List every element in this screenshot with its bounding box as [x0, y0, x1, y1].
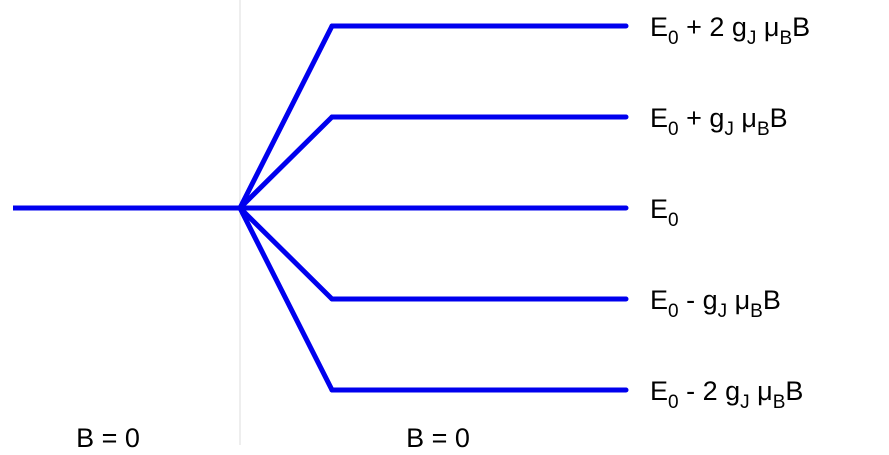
- level-zero-label: E0: [650, 194, 679, 231]
- level-plus-2-label-base-sub: 0: [668, 28, 679, 49]
- level-plus-1-label-base: E: [650, 103, 668, 133]
- level-minus-1-label-mu-sub: B: [750, 301, 763, 322]
- level-minus-2-label-base-sub: 0: [668, 392, 679, 413]
- level-minus-2-label-mu: μ: [750, 376, 773, 406]
- level-plus-1-label-mu: μ: [734, 103, 757, 133]
- split-levels: [237, 23, 629, 393]
- level-minus-2-label-base: E: [650, 376, 668, 406]
- level-minus-2-label-op: - 2 g: [679, 376, 741, 406]
- level-plus-1-label: E0 + gJ μBB: [650, 103, 788, 140]
- level-minus-1-label-base: E: [650, 285, 668, 315]
- level-plus-2-label-op: + 2 g: [679, 12, 747, 42]
- level-minus-2-diagonal: [237, 205, 335, 393]
- level-minus-1-label-tail: B: [763, 285, 781, 315]
- level-plus-2-label-base: E: [650, 12, 668, 42]
- level-zero-label-base: E: [650, 194, 668, 224]
- level-plus-2-label: E0 + 2 gJ μBB: [650, 12, 810, 49]
- level-plus-2-label-mu-sub: B: [779, 28, 792, 49]
- left-field-label: B = 0: [76, 423, 140, 453]
- level-plus-1-label-tail: B: [770, 103, 788, 133]
- level-plus-2-label-op-sub: J: [747, 28, 757, 49]
- level-minus-2-label-mu-sub: B: [773, 392, 786, 413]
- level-plus-1-label-base-sub: 0: [668, 119, 679, 140]
- level-minus-2-label-tail: B: [785, 376, 803, 406]
- level-minus-1-label-op: - g: [679, 285, 718, 315]
- level-minus-1-label-op-sub: J: [718, 301, 728, 322]
- level-plus-1-label-op: + g: [679, 103, 725, 133]
- level-minus-1-label-mu: μ: [727, 285, 750, 315]
- level-minus-1-label: E0 - gJ μBB: [650, 285, 781, 322]
- level-plus-1-label-op-sub: J: [724, 119, 734, 140]
- level-minus-2-label: E0 - 2 gJ μBB: [650, 376, 803, 413]
- right-field-label: B = 0: [406, 423, 470, 453]
- level-minus-2-label-op-sub: J: [740, 392, 750, 413]
- level-plus-2-label-mu: μ: [756, 12, 779, 42]
- level-minus-1-label-base-sub: 0: [668, 301, 679, 322]
- level-plus-2-label-tail: B: [792, 12, 810, 42]
- level-plus-1-label-mu-sub: B: [757, 119, 770, 140]
- level-zero-label-base-sub: 0: [668, 210, 679, 231]
- level-plus-2-diagonal: [237, 23, 335, 211]
- level-minus-1-diagonal: [237, 205, 335, 302]
- level-plus-1-diagonal: [237, 114, 335, 211]
